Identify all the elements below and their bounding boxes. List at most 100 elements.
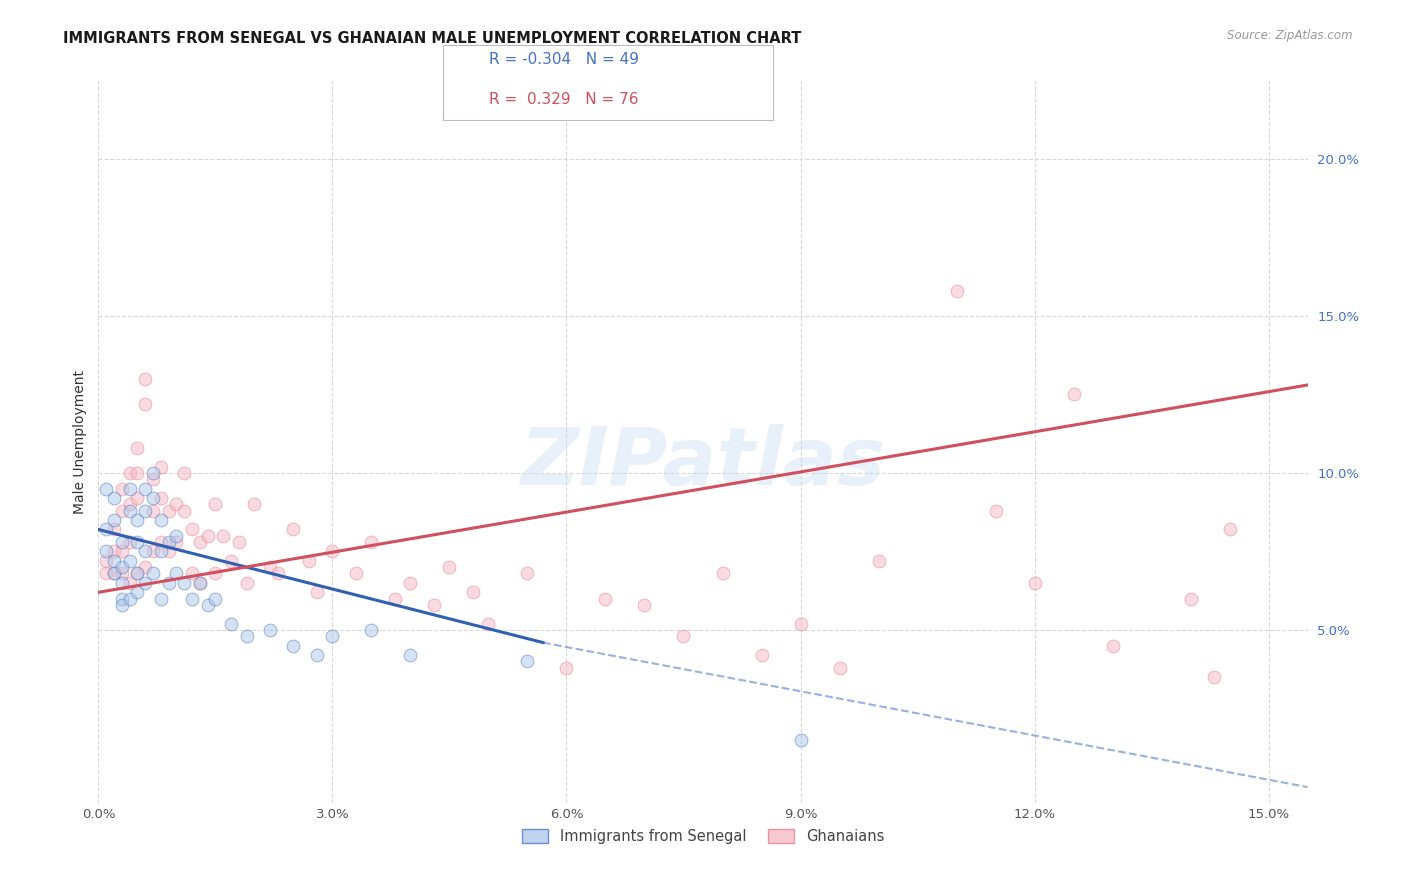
Point bbox=[111, 544, 134, 558]
Point bbox=[111, 575, 134, 590]
Text: IMMIGRANTS FROM SENEGAL VS GHANAIAN MALE UNEMPLOYMENT CORRELATION CHART: IMMIGRANTS FROM SENEGAL VS GHANAIAN MALE… bbox=[63, 31, 801, 46]
Point bbox=[165, 535, 187, 549]
Point bbox=[423, 598, 446, 612]
Point bbox=[181, 566, 204, 581]
Point bbox=[384, 591, 406, 606]
Point bbox=[1219, 523, 1241, 537]
Point bbox=[197, 529, 219, 543]
Point bbox=[458, 55, 481, 70]
Point bbox=[267, 566, 290, 581]
Point bbox=[118, 466, 141, 480]
Point bbox=[149, 459, 172, 474]
Point bbox=[360, 623, 382, 637]
Point bbox=[111, 560, 134, 574]
Point bbox=[165, 497, 187, 511]
Point bbox=[118, 535, 141, 549]
Point bbox=[149, 544, 172, 558]
Point bbox=[127, 466, 149, 480]
Point bbox=[96, 482, 118, 496]
Point bbox=[157, 575, 180, 590]
Point bbox=[789, 733, 811, 747]
Point bbox=[305, 585, 328, 599]
Point bbox=[711, 566, 734, 581]
Point bbox=[283, 523, 305, 537]
Point bbox=[134, 482, 156, 496]
Point bbox=[516, 655, 538, 669]
Point bbox=[298, 554, 321, 568]
Point bbox=[204, 591, 226, 606]
Point bbox=[1063, 387, 1085, 401]
Point bbox=[118, 575, 141, 590]
Point bbox=[672, 629, 695, 643]
Point bbox=[96, 554, 118, 568]
Point bbox=[789, 616, 811, 631]
Point bbox=[555, 661, 578, 675]
Point bbox=[127, 585, 149, 599]
Point bbox=[134, 397, 156, 411]
Point bbox=[111, 591, 134, 606]
Point bbox=[127, 566, 149, 581]
Point bbox=[149, 491, 172, 505]
Point bbox=[165, 529, 187, 543]
Point bbox=[173, 466, 195, 480]
Point bbox=[235, 575, 257, 590]
Point bbox=[157, 503, 180, 517]
Point bbox=[235, 629, 257, 643]
Point bbox=[188, 535, 211, 549]
Point bbox=[197, 598, 219, 612]
Point bbox=[157, 535, 180, 549]
Point bbox=[461, 585, 484, 599]
Point bbox=[103, 513, 125, 527]
Point bbox=[142, 503, 165, 517]
Point bbox=[142, 466, 165, 480]
Point bbox=[243, 497, 266, 511]
Point bbox=[1180, 591, 1202, 606]
Point bbox=[399, 575, 422, 590]
Point bbox=[477, 616, 499, 631]
Point bbox=[219, 554, 242, 568]
Point bbox=[118, 482, 141, 496]
Point bbox=[1202, 670, 1225, 684]
Point bbox=[1101, 639, 1123, 653]
Point bbox=[212, 529, 235, 543]
Point bbox=[283, 639, 305, 653]
Point bbox=[111, 535, 134, 549]
Point bbox=[149, 591, 172, 606]
Point bbox=[219, 616, 242, 631]
Point bbox=[751, 648, 773, 662]
Point bbox=[945, 284, 967, 298]
Point bbox=[127, 441, 149, 455]
Point bbox=[984, 503, 1007, 517]
Point bbox=[134, 575, 156, 590]
Point bbox=[96, 523, 118, 537]
Point bbox=[111, 566, 134, 581]
Point bbox=[149, 535, 172, 549]
Point bbox=[127, 566, 149, 581]
Point bbox=[134, 544, 156, 558]
Point bbox=[142, 491, 165, 505]
Point bbox=[127, 513, 149, 527]
Point bbox=[103, 566, 125, 581]
Point bbox=[103, 544, 125, 558]
Point bbox=[321, 544, 343, 558]
Text: R =  0.329   N = 76: R = 0.329 N = 76 bbox=[489, 92, 638, 107]
Point bbox=[516, 566, 538, 581]
Point bbox=[118, 554, 141, 568]
Point bbox=[228, 535, 250, 549]
Point bbox=[321, 629, 343, 643]
Point bbox=[188, 575, 211, 590]
Point bbox=[134, 503, 156, 517]
Point bbox=[360, 535, 382, 549]
Point bbox=[96, 566, 118, 581]
Point bbox=[142, 544, 165, 558]
Y-axis label: Male Unemployment: Male Unemployment bbox=[73, 369, 87, 514]
Point bbox=[181, 523, 204, 537]
Point bbox=[127, 491, 149, 505]
Point bbox=[204, 566, 226, 581]
Point bbox=[103, 566, 125, 581]
Point bbox=[204, 497, 226, 511]
Point bbox=[188, 575, 211, 590]
Point bbox=[134, 372, 156, 386]
Point bbox=[149, 513, 172, 527]
Point bbox=[344, 566, 367, 581]
